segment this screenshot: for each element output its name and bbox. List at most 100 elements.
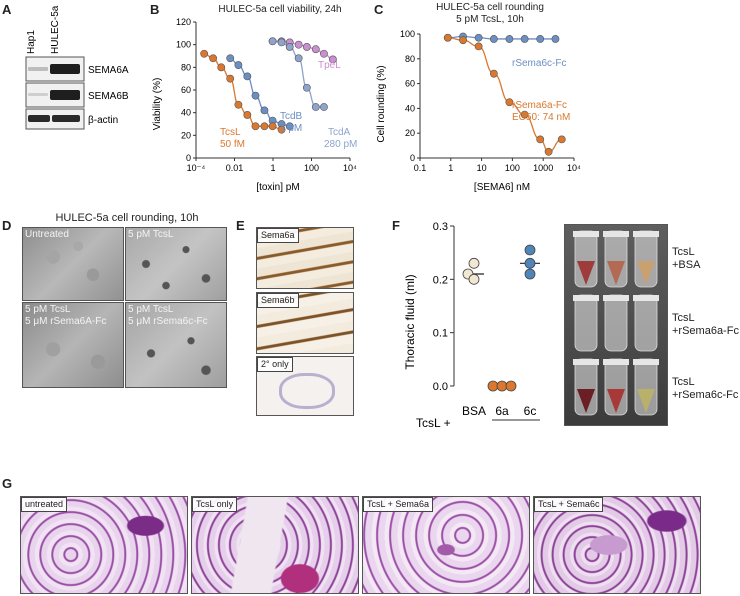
f-point-6a xyxy=(487,380,499,392)
tube-cap xyxy=(603,359,629,365)
micrograph-tcsl-sema6a: 5 pM TcsL 5 μM rSema6A-Fc xyxy=(22,302,124,388)
panel-e-label: E xyxy=(236,218,245,233)
micrograph-label-tcsl-sema6a-2: 5 μM rSema6A-Fc xyxy=(25,316,107,327)
c-curve-rsema6a-fc xyxy=(447,37,562,153)
c-point-rsema6c-fc xyxy=(474,33,483,42)
panel-d-label: D xyxy=(2,218,12,233)
c-point-rsema6a-fc xyxy=(536,135,545,144)
label-tcdb: TcdB xyxy=(280,111,303,122)
b-xtick-label: 10⁴ xyxy=(343,163,357,173)
c-ytick-label: 60 xyxy=(405,79,415,89)
b-point-tcsl xyxy=(217,63,226,72)
b-point-tcda xyxy=(294,54,303,63)
band-actin-hap1 xyxy=(28,115,50,122)
tube-cap xyxy=(603,231,629,237)
b-point-tcsl xyxy=(200,49,209,58)
b-point-tcsl xyxy=(268,122,277,131)
ihc-label-secondary: 2° only xyxy=(257,357,293,372)
f-point-6c xyxy=(524,268,536,280)
histology-label-untreated: untreated xyxy=(21,497,68,512)
tube-label-bsa-1: TcsL xyxy=(672,246,695,258)
label-tcsl: TcsL xyxy=(220,127,241,138)
label-rsema6a: rSema6a-Fc xyxy=(512,100,567,111)
panel-g-label: G xyxy=(2,476,13,491)
b-point-tcsl xyxy=(243,111,252,119)
b-point-tcda xyxy=(320,103,328,111)
c-point-rsema6c-fc xyxy=(551,35,560,43)
band-actin-hulec xyxy=(52,115,80,122)
micrograph-label-tcsl-sema6c-2: 5 μM rSema6c-Fc xyxy=(128,316,208,327)
c-point-rsema6a-fc xyxy=(520,110,529,119)
b-point-tcsl xyxy=(226,74,235,83)
c-xtick-label: 100 xyxy=(505,163,520,173)
lane-label-hap1: Hap1 xyxy=(26,30,37,54)
tube-fluid xyxy=(637,261,655,285)
tube-cap xyxy=(573,231,599,237)
b-point-tcsl xyxy=(209,54,218,63)
b-xtick-label: 1 xyxy=(270,163,275,173)
chart-f-ylabel: Thoracic fluid (ml) xyxy=(403,274,417,369)
b-point-tpel xyxy=(311,45,320,54)
b-point-tcda xyxy=(268,37,277,46)
micrograph-tcsl: 5 pM TcsL xyxy=(125,227,227,301)
tube-cap xyxy=(633,359,659,365)
band-label-sema6a: SEMA6A xyxy=(88,65,129,76)
c-point-rsema6a-fc xyxy=(443,33,452,42)
b-point-tcdb xyxy=(251,91,260,100)
f-xcat-label: BSA xyxy=(462,404,486,418)
b-point-tpel xyxy=(294,40,303,49)
tube-label-sema6a-1: TcsL xyxy=(672,312,695,324)
label-rsema6c: rSema6c-Fc xyxy=(512,58,566,69)
micrograph-label-tcsl-sema6c-1: 5 pM TcsL xyxy=(128,304,174,315)
band-sema6a-hulec xyxy=(50,64,80,74)
c-point-rsema6a-fc xyxy=(544,147,553,156)
c-ytick-label: 20 xyxy=(405,128,415,138)
micrograph-label-tcsl-sema6a-1: 5 pM TcsL xyxy=(25,304,71,315)
tube-fluid xyxy=(637,389,655,413)
micrograph-tcsl-sema6c: 5 pM TcsL 5 μM rSema6c-Fc xyxy=(125,302,227,388)
tube-fluid xyxy=(607,261,625,285)
b-point-tcda xyxy=(302,83,311,92)
f-ytick-label: 0.2 xyxy=(433,274,448,286)
f-xcat-label: 6a xyxy=(495,404,509,418)
histology-untreated: untreated xyxy=(20,496,188,594)
band-label-actin: β-actin xyxy=(88,115,118,126)
b-curve-tcsl xyxy=(204,53,282,131)
b-ytick-label: 20 xyxy=(181,130,191,140)
label-tcdb-val: 1 pM xyxy=(280,123,302,134)
band-sema6b-hulec xyxy=(50,90,80,100)
tube-cap xyxy=(633,231,659,237)
lane-label-hulec: HULEC-5a xyxy=(50,5,61,54)
b-xtick-label: 100 xyxy=(304,163,319,173)
b-xtick-label: 0.01 xyxy=(226,163,244,173)
b-point-tpel xyxy=(328,55,337,64)
c-point-rsema6a-fc xyxy=(489,69,498,78)
tube-label-bsa: TcsL +BSA xyxy=(672,246,700,272)
micrograph-untreated: Untreated xyxy=(22,227,124,301)
f-point-6c xyxy=(524,257,536,269)
histology-tcsl-only: TcsL only xyxy=(191,496,359,594)
viability-chart: 0 20 40 60 80 100 120 10⁻⁴ 0.01 1 100 10⁴ Viability… xyxy=(152,17,357,193)
c-xtick-label: 1 xyxy=(448,163,453,173)
c-xtick-label: 0.1 xyxy=(414,163,427,173)
micrograph-label-untreated: Untreated xyxy=(25,229,69,240)
b-point-tcsl xyxy=(260,122,269,131)
c-point-rsema6a-fc xyxy=(459,36,467,45)
c-ytick-label: 80 xyxy=(405,54,415,64)
band-label-sema6b: SEMA6B xyxy=(88,91,129,102)
panel-c-label: C xyxy=(374,2,384,17)
f-point-6c xyxy=(524,244,536,256)
f-point-bsa xyxy=(468,273,480,285)
f-ytick-label: 0.1 xyxy=(433,328,448,340)
histology-tcsl-sema6c: TcsL + Sema6c xyxy=(533,496,701,594)
f-ytick-label: 0.0 xyxy=(433,381,448,393)
c-xtick-label: 10 xyxy=(477,163,487,173)
histology-label-tcsl-sema6c: TcsL + Sema6c xyxy=(534,497,604,512)
b-ytick-label: 80 xyxy=(181,62,191,72)
chart-c-title-line2: 5 pM TcsL, 10h xyxy=(456,14,524,25)
b-point-tcsl xyxy=(234,100,243,109)
histology-label-tcsl-sema6a: TcsL + Sema6a xyxy=(363,497,433,512)
tube-label-sema6c: TcsL +rSema6c-Fc xyxy=(672,376,738,402)
b-xtick-label: 10⁻⁴ xyxy=(187,163,206,173)
